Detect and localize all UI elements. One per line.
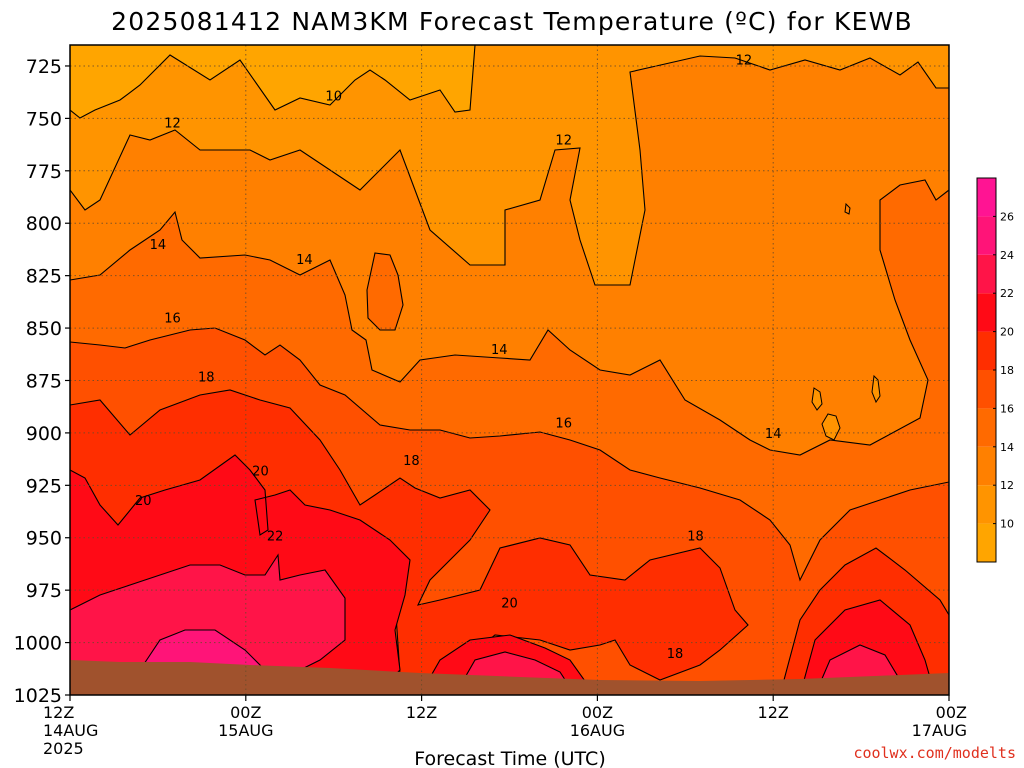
y-tick-label: 950 [26,528,62,550]
x-tick-label: 12Z [758,703,789,722]
legend-tick-label: 12 [1000,479,1014,492]
contour-label: 20 [135,494,152,509]
pocket-12-near-875 [821,413,841,441]
band-12-14 [70,45,949,286]
legend-swatch [977,370,996,409]
y-tick-label: 925 [26,475,62,497]
grid-lines [70,45,949,695]
x-tick-label: 00Z [582,703,613,722]
x-tick-label: 14AUG [43,721,98,740]
contour-label: 16 [555,416,572,431]
terrain-surface [70,660,949,695]
y-tick-label: 725 [26,56,62,78]
legend-tick-label: 10 [1000,518,1014,531]
contour-label: 14 [296,253,313,268]
pocket-12-near-880 [871,374,881,404]
pocket-12-near-870 [811,387,823,411]
legend-swatch [977,485,996,524]
legend-swatch [977,331,996,370]
contour-label: 12 [555,133,572,148]
pocket-14-near-800 [844,202,851,215]
x-axis-label: Forecast Time (UTC) [414,748,605,768]
x-tick-label: 15AUG [218,721,273,740]
legend-tick-label: 24 [1000,249,1014,262]
y-tick-label: 875 [26,370,62,392]
x-tick-label: 00Z [936,703,967,722]
y-tick-label: 800 [26,213,62,235]
y-tick-label: 1000 [14,633,62,655]
legend-tick-label: 14 [1000,441,1014,454]
legend-swatch [977,408,996,447]
x-tick-label: 2025 [43,739,84,758]
legend-swatch [977,446,996,486]
plot-area: 10 12 12 12 14 14 14 14 16 16 18 18 18 18 20 20 20 22 [70,45,949,695]
contour-label: 18 [198,370,215,385]
chart-title: 2025081412 NAM3KM Forecast Temperature (… [111,7,913,36]
legend-swatch [977,178,996,217]
color-legend: 10 12 14 16 18 20 22 24 26 [976,177,1014,563]
y-tick-label: 975 [26,580,62,602]
legend-swatch [977,293,996,332]
contour-label: 18 [687,530,704,545]
legend-tick-label: 16 [1000,402,1014,415]
pocket-16-near-825 [366,252,404,331]
x-tick-label: 00Z [230,703,261,722]
y-tick-label: 900 [26,423,62,445]
x-tick-label: 12Z [43,703,74,722]
contour-label: 22 [267,530,284,545]
band-22-24 [70,553,346,671]
contour-label: 10 [325,89,342,104]
plot-frame [69,44,950,696]
y-tick-label: 750 [26,108,62,130]
legend-swatch [977,523,996,562]
watermark-text: coolwx.com/modelts [853,744,1016,762]
y-tick-label: 825 [26,266,62,288]
x-tick-label: 12Z [406,703,437,722]
y-tick-label: 1025 [14,685,62,707]
legend-tick-label: 20 [1000,326,1014,339]
y-tick-label: 775 [26,161,62,183]
legend-tick-label: 22 [1000,287,1014,300]
contour-label: 20 [252,465,269,480]
contour-label: 20 [501,597,518,612]
y-axis: 725 750 775 800 825 850 875 900 925 950 975 1000 102… [14,56,70,707]
legend-swatch [977,216,996,255]
band-10-12 [70,45,476,119]
y-tick-label: 850 [26,318,62,340]
contour-label: 12 [736,54,753,69]
contour-label: 14 [765,427,782,442]
contour-label: 12 [164,117,181,132]
contour-label: 18 [667,647,684,662]
contour-label: 14 [150,238,167,253]
legend-tick-label: 18 [1000,364,1014,377]
contour-label: 16 [164,312,181,327]
contour-label: 14 [491,343,508,358]
legend-swatch [977,254,996,294]
x-tick-label: 17AUG [912,721,967,740]
x-tick-label: 16AUG [570,721,625,740]
legend-tick-label: 26 [1000,210,1014,223]
contour-labels: 10 12 12 12 14 14 14 14 16 16 18 18 18 18 20 20 20 22 [135,54,781,662]
contour-label: 18 [403,454,420,469]
